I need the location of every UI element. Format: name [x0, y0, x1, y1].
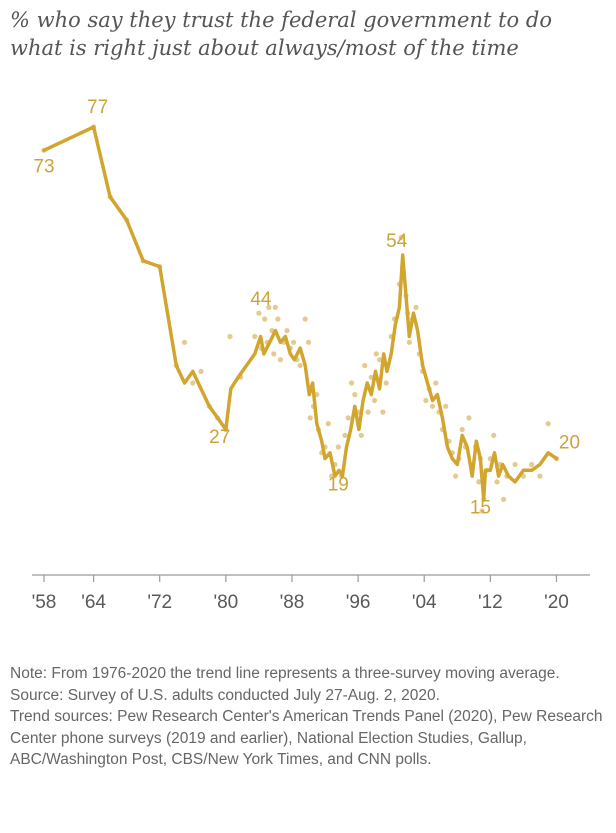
chart-title: % who say they trust the federal governm…	[10, 8, 552, 60]
survey-dot	[252, 333, 258, 340]
survey-dot	[348, 380, 355, 386]
survey-dot	[398, 234, 404, 241]
survey-dot	[262, 316, 268, 322]
x-tick-label: '64	[81, 592, 106, 613]
survey-dot	[479, 508, 485, 514]
data-label: 15	[470, 498, 491, 519]
survey-dot	[271, 351, 277, 357]
note-text: Note: From 1976-2020 the trend line repr…	[10, 665, 560, 682]
source-text: Source: Survey of U.S. adults conducted …	[10, 686, 440, 704]
survey-dot	[256, 310, 262, 316]
survey-dot	[365, 409, 371, 415]
survey-dot	[423, 397, 429, 404]
survey-dot	[272, 304, 278, 310]
survey-dot	[545, 421, 551, 427]
survey-dot	[291, 339, 297, 345]
survey-dot	[377, 357, 383, 363]
x-axis: '58 '64 '72 '80 '88 '96 '04 '12 '20	[32, 574, 590, 613]
survey-dot	[275, 316, 281, 322]
survey-dot	[297, 362, 303, 369]
x-tick-label: '20	[544, 592, 569, 613]
survey-dot	[277, 357, 283, 363]
trust-line-chart: '58 '64 '72 '80 '88 '96 '04 '12 '20 73 77 27 44 54 19…	[32, 97, 590, 613]
chart-notes: Note: From 1976-2020 the trend line repr…	[10, 663, 610, 771]
data-label: 54	[386, 231, 408, 252]
survey-dot	[266, 304, 272, 310]
survey-dot	[529, 461, 535, 468]
survey-dot	[406, 339, 412, 345]
trend-line-layer	[42, 125, 559, 502]
survey-dot	[537, 473, 543, 479]
x-tick-label: '58	[32, 592, 57, 613]
survey-dot	[383, 380, 389, 386]
survey-dot	[307, 415, 313, 421]
survey-dot	[494, 479, 500, 485]
survey-dot	[433, 380, 439, 386]
survey-dot	[459, 426, 465, 433]
x-tick-label: '80	[213, 592, 238, 613]
data-label: 19	[328, 475, 349, 496]
data-label: 73	[33, 156, 54, 177]
data-label: 77	[87, 97, 108, 118]
survey-dot	[373, 351, 379, 357]
survey-dot	[329, 473, 335, 479]
survey-dot	[380, 409, 386, 415]
trend-sources-text: Trend sources: Pew Research Center's Ame…	[10, 708, 603, 768]
survey-dot	[476, 479, 482, 485]
survey-dot	[372, 397, 378, 404]
survey-dot	[284, 328, 290, 334]
survey-dot	[302, 316, 308, 322]
survey-dot	[335, 444, 341, 450]
survey-dot	[413, 304, 419, 310]
survey-dot	[325, 421, 331, 427]
survey-dot	[181, 339, 188, 345]
trend-line	[42, 125, 559, 502]
survey-dots	[41, 124, 560, 514]
x-tick-label: '96	[346, 592, 371, 613]
survey-dot	[227, 333, 233, 340]
x-tick-label: '88	[280, 592, 305, 613]
survey-dot	[512, 461, 518, 468]
survey-dot	[491, 432, 497, 438]
data-label: 44	[250, 289, 272, 310]
survey-dot	[362, 362, 368, 369]
data-labels: 73 77 27 44 54 19 15 20	[33, 97, 580, 519]
x-tick-label: '12	[478, 592, 503, 613]
survey-dot	[352, 392, 358, 398]
survey-dot	[466, 415, 472, 421]
survey-dot	[198, 368, 204, 374]
data-label: 20	[559, 433, 580, 454]
survey-dot	[342, 432, 348, 438]
survey-dot	[358, 432, 364, 438]
survey-dot	[345, 415, 351, 421]
survey-dot	[429, 403, 436, 409]
survey-dot	[305, 339, 312, 345]
survey-dot	[443, 403, 449, 409]
survey-dot	[501, 496, 507, 502]
data-label: 27	[209, 427, 230, 448]
survey-dot	[190, 380, 196, 386]
x-tick-label: '72	[147, 592, 172, 613]
x-tick-label: '04	[412, 592, 437, 613]
survey-dot	[453, 473, 459, 479]
